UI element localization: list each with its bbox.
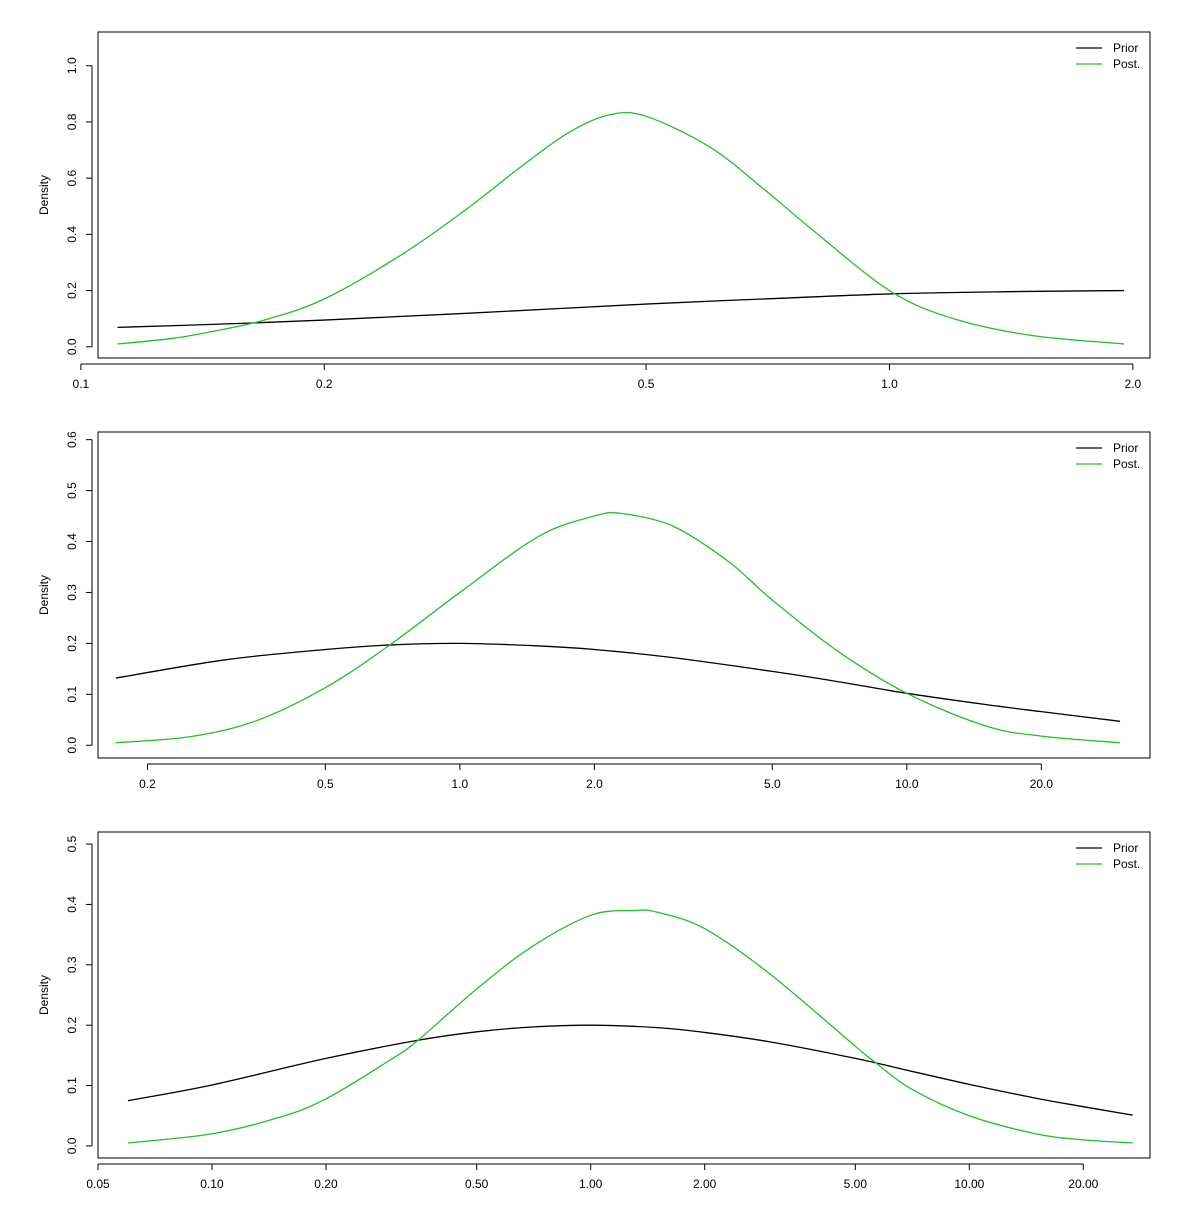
x-axis: 0.2 0.5 1.0 2.0 5.0 10.0 20.0 (139, 763, 1054, 791)
series-line-prior (127, 1024, 1133, 1116)
x-tick-label: 0.2 (139, 777, 156, 791)
chart-panel-1: 0.1 0.2 0.5 1.0 2.0 0.0 0.2 0.4 0.6 0.8 1.0 Density… (37, 31, 1151, 391)
legend-label: Post. (1113, 57, 1140, 71)
y-axis-label: Density (37, 575, 51, 615)
x-tick-label: 5.00 (844, 1177, 868, 1191)
y-axis-label: Density (37, 975, 51, 1015)
series-line-prior (117, 289, 1124, 329)
chart-panel-2: 0.2 0.5 1.0 2.0 5.0 10.0 20.00.00.10.20.30.40.… (37, 431, 1151, 791)
x-tick-label: 2.0 (1125, 377, 1142, 391)
y-tick-label: 0.1 (65, 686, 79, 703)
legend: Prior Post. (1076, 841, 1140, 871)
x-tick-label: 0.50 (465, 1177, 489, 1191)
y-tick-label: 0.4 (65, 533, 79, 550)
y-axis: 0.0 0.1 0.2 0.3 0.4 0.5 (65, 835, 93, 1154)
legend-label: Post. (1113, 457, 1140, 471)
legend-label: Prior (1113, 841, 1138, 855)
y-tick-label: 0.3 (65, 584, 79, 601)
x-axis: 0.1 0.2 0.5 1.0 2.0 (73, 363, 1142, 391)
x-tick-label: 10.00 (954, 1177, 984, 1191)
y-tick-label: 0.6 (65, 431, 79, 448)
x-tick-label: 10.0 (895, 777, 919, 791)
x-tick-label: 2.00 (693, 1177, 717, 1191)
x-tick-label: 1.0 (881, 377, 898, 391)
series-line-post (115, 511, 1121, 744)
y-tick-label: 0.2 (65, 1017, 79, 1034)
x-tick-label: 20.0 (1030, 777, 1054, 791)
legend: Prior Post. (1076, 441, 1140, 471)
x-tick-label: 0.05 (86, 1177, 110, 1191)
x-tick-label: 0.20 (314, 1177, 338, 1191)
legend-label: Prior (1113, 41, 1138, 55)
y-tick-label: 0.0 (65, 338, 79, 355)
series-line-post (127, 909, 1133, 1144)
y-tick-label: 0.1 (65, 1077, 79, 1094)
legend-label: Prior (1113, 441, 1138, 455)
x-tick-label: 0.10 (200, 1177, 224, 1191)
x-tick-label: 20.00 (1068, 1177, 1098, 1191)
legend: Prior Post. (1076, 41, 1140, 71)
y-tick-label: 0.8 (65, 113, 79, 130)
y-axis: 0.0 0.1 0.2 0.3 0.4 0.5 0.6 (65, 431, 93, 754)
plot-frame (97, 831, 1151, 1159)
x-tick-label: 2.0 (586, 777, 603, 791)
legend-label: Post. (1113, 857, 1140, 871)
y-tick-label: 0.5 (65, 482, 79, 499)
plot-frame (97, 31, 1151, 359)
y-tick-label: 0.0 (65, 1137, 79, 1154)
y-axis: 0.0 0.2 0.4 0.6 0.8 1.0 (65, 57, 93, 355)
x-tick-label: 0.5 (638, 377, 655, 391)
x-tick-label: 1.0 (452, 777, 469, 791)
y-tick-label: 0.3 (65, 956, 79, 973)
y-tick-label: 1.0 (65, 57, 79, 74)
chart-panel-3: 0.05 0.10 0.20 0.50 1.00 2.00 5.00 10.00 20.000.… (37, 831, 1151, 1191)
y-axis-label: Density (37, 175, 51, 215)
x-tick-label: 0.5 (317, 777, 334, 791)
series-line-prior (115, 642, 1121, 722)
y-tick-label: 0.2 (65, 282, 79, 299)
y-tick-label: 0.6 (65, 169, 79, 186)
plot-frame (97, 431, 1151, 759)
y-tick-label: 0.5 (65, 835, 79, 852)
y-tick-label: 0.4 (65, 226, 79, 243)
y-tick-label: 0.0 (65, 737, 79, 754)
x-tick-label: 0.2 (316, 377, 333, 391)
series-line-post (117, 111, 1125, 345)
y-tick-label: 0.2 (65, 635, 79, 652)
x-tick-label: 1.00 (579, 1177, 603, 1191)
x-tick-label: 5.0 (764, 777, 781, 791)
y-tick-label: 0.4 (65, 896, 79, 913)
x-axis: 0.05 0.10 0.20 0.50 1.00 2.00 5.00 10.00 20.00 (86, 1163, 1099, 1191)
x-tick-label: 0.1 (73, 377, 90, 391)
